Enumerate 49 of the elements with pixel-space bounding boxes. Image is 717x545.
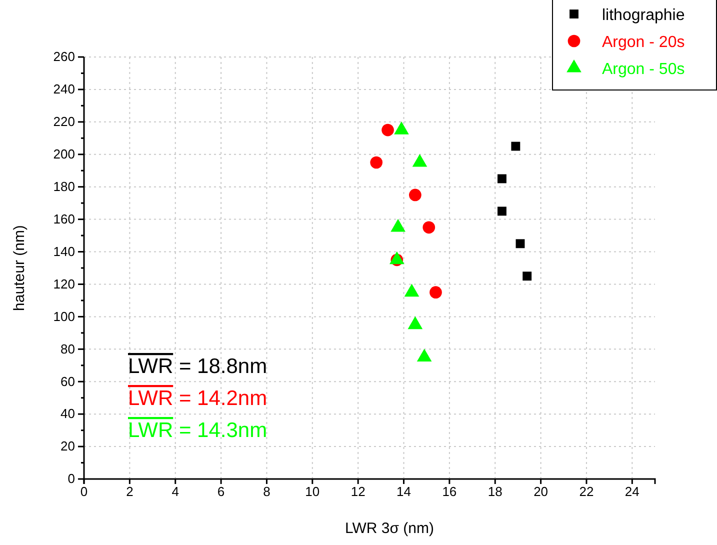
point [408, 316, 423, 330]
point [422, 221, 436, 234]
y-tick-label: 260 [53, 49, 75, 64]
x-tick-label: 12 [350, 484, 366, 500]
y-tick-label: 220 [53, 114, 75, 130]
x-tick-label: 16 [442, 484, 457, 500]
y-tick-label: 200 [53, 146, 75, 162]
x-tick-label: 2 [126, 484, 134, 500]
legend-label: lithographie [602, 7, 685, 24]
x-tick-label: 6 [217, 484, 225, 500]
x-tick-label: 20 [534, 484, 548, 500]
y-tick-label: 140 [53, 244, 75, 259]
y-tick-label: 20 [60, 438, 75, 454]
point [430, 286, 442, 299]
point [511, 142, 520, 151]
y-tick-label: 240 [53, 82, 75, 97]
x-tick-label: 0 [80, 484, 88, 500]
x-tick-label: 18 [488, 484, 502, 500]
point [409, 188, 422, 202]
point [390, 251, 404, 264]
y-tick-label: 80 [60, 341, 75, 356]
point [498, 174, 506, 184]
point [498, 206, 506, 216]
point [404, 284, 420, 297]
x-tick-label: 4 [172, 484, 179, 500]
x-tick-label: 10 [305, 484, 320, 500]
annotation: LWR = 18.8nm [128, 355, 268, 378]
y-tick-label: 60 [60, 374, 75, 389]
y-tick-label: 120 [53, 276, 75, 292]
legend-label: Argon - 20s [602, 34, 685, 51]
annotation: LWR = 14.2nm [128, 387, 268, 410]
y-axis-title: hauteur (nm) [11, 225, 28, 311]
x-tick-label: 14 [396, 484, 411, 500]
annotation: LWR = 14.3nm [128, 419, 268, 442]
y-tick-label: 180 [53, 179, 75, 194]
point [516, 239, 525, 248]
x-tick-label: 22 [579, 484, 594, 500]
x-tick-label: 8 [263, 484, 270, 500]
y-tick-label: 0 [68, 471, 75, 486]
y-tick-label: 40 [60, 406, 75, 422]
x-tick-label: 24 [624, 484, 640, 500]
point [522, 272, 532, 281]
point [382, 124, 394, 136]
y-tick-label: 100 [53, 308, 75, 324]
legend-label: Argon - 50s [602, 61, 685, 78]
point [370, 156, 383, 169]
x-axis-title: LWR 3σ (nm) [345, 520, 434, 537]
y-tick-label: 160 [53, 211, 75, 226]
point [416, 348, 432, 362]
